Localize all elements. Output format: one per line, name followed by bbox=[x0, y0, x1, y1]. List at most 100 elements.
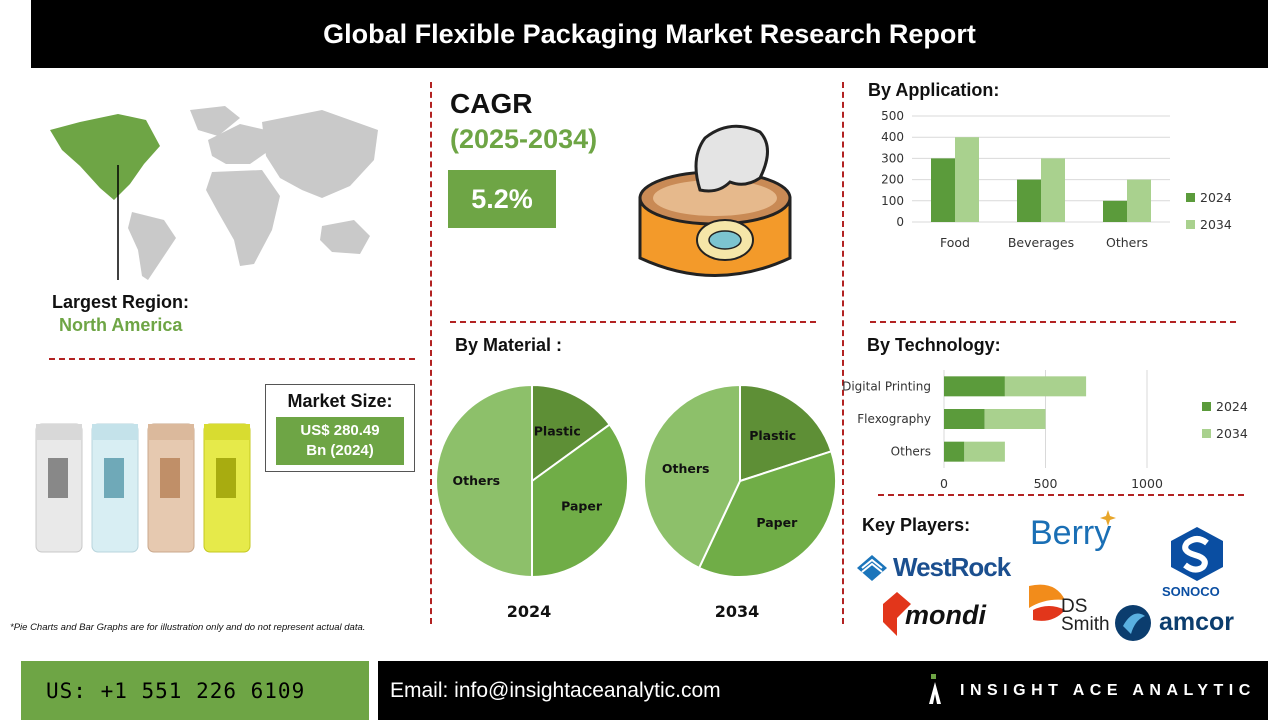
app-x-tick-label: Beverages bbox=[1008, 235, 1074, 250]
pie-year-label: 2024 bbox=[507, 602, 552, 621]
divider-vertical-right bbox=[842, 82, 844, 624]
pouches-illustration bbox=[35, 423, 251, 553]
pie-label: Others bbox=[662, 461, 710, 476]
tech-x-tick-label: 1000 bbox=[1131, 476, 1163, 491]
key-players-title: Key Players: bbox=[862, 515, 971, 535]
map-asia bbox=[262, 110, 378, 198]
logo-ds-smith: DS Smith bbox=[1025, 578, 1115, 636]
pie-slice-paper bbox=[697, 450, 837, 578]
footer-bar: Email: info@insightaceanalytic.com INSIG… bbox=[378, 661, 1268, 720]
app-y-tick-label: 400 bbox=[881, 130, 904, 144]
divider-center-cagr bbox=[450, 321, 816, 323]
logo-sonoco: SONOCO bbox=[1160, 525, 1235, 600]
pie-slice-plastic bbox=[739, 383, 833, 483]
map-africa bbox=[206, 170, 280, 266]
footer-phone: US: +1 551 226 6109 bbox=[21, 661, 369, 720]
app-legend-swatch bbox=[1186, 193, 1195, 202]
tech-bar-2034 bbox=[984, 409, 1046, 429]
amcor-text: amcor bbox=[1159, 608, 1235, 636]
tech-bar-2034 bbox=[964, 441, 1005, 462]
tech-legend-swatch bbox=[1202, 429, 1211, 438]
map-south-america bbox=[128, 212, 176, 280]
pouch-white bbox=[35, 423, 83, 553]
cagr-value: 5.2% bbox=[448, 170, 556, 228]
app-bar-2024 bbox=[931, 158, 955, 222]
app-bar-2034 bbox=[1127, 179, 1151, 222]
tech-bar-2024 bbox=[944, 376, 1005, 397]
ds-smith-text: DS Smith bbox=[1061, 596, 1110, 635]
divider-left-region bbox=[49, 358, 415, 360]
logo-berry: Berry bbox=[1030, 510, 1120, 558]
mondi-mark-icon bbox=[883, 592, 911, 636]
pouch-tan bbox=[147, 423, 195, 553]
app-bar-2024 bbox=[1103, 200, 1127, 222]
sonoco-text: SONOCO bbox=[1162, 584, 1220, 599]
report-title: Global Flexible Packaging Market Researc… bbox=[31, 0, 1268, 68]
tech-legend-label: 2034 bbox=[1216, 426, 1248, 441]
disclaimer-note: *Pie Charts and Bar Graphs are for illus… bbox=[10, 622, 366, 633]
material-chart-title: By Material : bbox=[455, 335, 563, 355]
tech-bar-2034 bbox=[1004, 376, 1087, 397]
application-chart-title: By Application: bbox=[868, 80, 1000, 100]
tech-legend-label: 2024 bbox=[1216, 399, 1248, 414]
app-legend-swatch bbox=[1186, 220, 1195, 229]
pie-slice-plastic bbox=[531, 383, 612, 483]
app-y-tick-label: 100 bbox=[881, 194, 904, 208]
pie-slice-others bbox=[643, 383, 741, 570]
pie-label: Paper bbox=[561, 498, 603, 513]
application-bar-chart: 0 100 200 300 400 500 Food Beverages Others 2024 2… bbox=[881, 109, 1232, 250]
market-size-label: Market Size: bbox=[287, 391, 393, 411]
largest-region-label: Largest Region: bbox=[52, 292, 190, 312]
app-bar-2034 bbox=[1041, 158, 1065, 222]
largest-region-value: North America bbox=[59, 315, 183, 335]
pouch-blue bbox=[91, 423, 139, 553]
pie-label: Plastic bbox=[534, 423, 581, 438]
technology-bar-chart: 0 500 1000 Digital Printing Flexography Other… bbox=[842, 370, 1248, 491]
pouch-yellow bbox=[203, 423, 251, 553]
tech-x-tick-label: 500 bbox=[1034, 476, 1058, 491]
ds-smith-mark-icon bbox=[1029, 584, 1065, 621]
pie-label: Others bbox=[453, 473, 501, 488]
material-pie-charts: Plastic Paper Others 2024 Plastic Paper Others… bbox=[435, 383, 837, 621]
market-size-amount: US$ 280.49 bbox=[300, 422, 380, 439]
technology-chart-title: By Technology: bbox=[867, 335, 1001, 355]
footer-brand: INSIGHT ACE ANALYTIC bbox=[960, 682, 1256, 699]
divider-right-application bbox=[870, 321, 1236, 323]
market-size-value: US$ 280.49 Bn (2024) bbox=[276, 417, 404, 465]
sonoco-mark-icon bbox=[1171, 527, 1223, 581]
tech-bar-2024 bbox=[944, 441, 965, 462]
divider-vertical-left bbox=[430, 82, 432, 624]
app-y-tick-label: 300 bbox=[881, 151, 904, 165]
market-size-year: Bn (2024) bbox=[306, 442, 374, 459]
fish-icon bbox=[708, 230, 742, 250]
market-size-box: Market Size: US$ 280.49 Bn (2024) bbox=[265, 384, 415, 472]
app-x-tick-label: Others bbox=[1106, 235, 1148, 250]
map-greenland bbox=[190, 106, 240, 136]
berry-star-icon bbox=[1100, 510, 1116, 526]
pie-slice-others bbox=[435, 383, 533, 579]
pie-slice-paper bbox=[531, 423, 629, 579]
logo-mondi: mondi bbox=[883, 592, 1008, 638]
app-bar-2024 bbox=[1017, 179, 1041, 222]
westrock-mark-icon bbox=[857, 555, 887, 581]
tech-y-tick-label: Flexography bbox=[857, 412, 931, 426]
footer-email: Email: info@insightaceanalytic.com bbox=[390, 679, 721, 702]
amcor-mark-icon bbox=[1115, 605, 1151, 641]
can-lid bbox=[694, 124, 769, 193]
tech-y-tick-label: Digital Printing bbox=[842, 379, 931, 393]
brand-logo-icon bbox=[929, 674, 941, 704]
divider-right-technology bbox=[878, 494, 1244, 496]
app-x-tick-label: Food bbox=[940, 235, 970, 250]
app-y-tick-label: 500 bbox=[881, 109, 904, 123]
map-australia bbox=[320, 220, 370, 254]
app-legend-label: 2034 bbox=[1200, 217, 1232, 232]
app-legend-label: 2024 bbox=[1200, 190, 1232, 205]
can-contents bbox=[653, 180, 777, 216]
map-north-america bbox=[50, 114, 160, 200]
map-europe bbox=[208, 124, 270, 164]
world-map bbox=[50, 106, 378, 280]
tech-legend-swatch bbox=[1202, 402, 1211, 411]
tech-bar-2024 bbox=[944, 409, 985, 429]
cagr-years: (2025-2034) bbox=[450, 124, 598, 154]
tech-y-tick-label: Others bbox=[891, 445, 931, 459]
